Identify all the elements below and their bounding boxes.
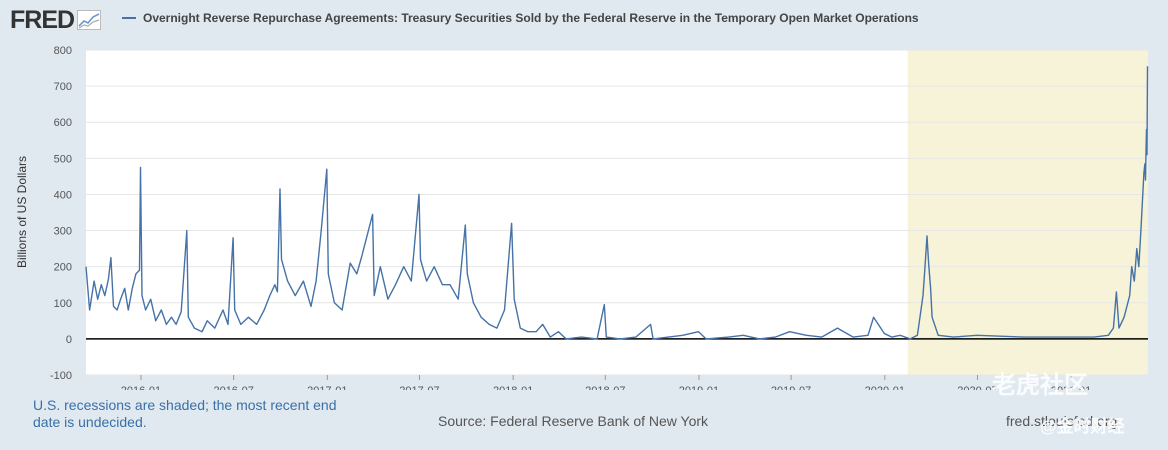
y-tick-label: 700 (54, 81, 72, 93)
grid-lines (86, 49, 1148, 376)
x-tick-label: 2021-01 (1051, 385, 1091, 390)
x-tick-label: 2017-01 (307, 385, 347, 390)
legend: Overnight Reverse Repurchase Agreements:… (122, 11, 919, 25)
x-axis: 2016-01 2016-07 2017-01 2017-07 2018-01 2018-… (121, 375, 1091, 390)
legend-swatch (122, 17, 136, 19)
watermark-handle: @金时财经 (1040, 417, 1125, 436)
site-link[interactable]: fred.stlouisfed.org (1006, 413, 1118, 429)
series-line[interactable] (85, 66, 1149, 340)
x-tick-label: 2017-07 (399, 385, 439, 390)
y-tick-label: 200 (54, 262, 72, 274)
x-tick-label: 2016-01 (121, 385, 161, 390)
y-tick-label: 0 (66, 334, 72, 346)
y-tick-label: 100 (54, 298, 72, 310)
x-tick-label: 2020-07 (957, 385, 997, 390)
x-tick-label: 2019-01 (679, 385, 719, 390)
x-tick-label: 2018-07 (585, 385, 625, 390)
watermark-logo-text: 老虎社区 (992, 372, 1088, 399)
recession-note: U.S. recessions are shaded; the most rec… (33, 397, 337, 430)
fred-logo[interactable]: FRED (10, 6, 102, 34)
y-tick-label: 800 (54, 45, 72, 57)
fred-logo-text: FRED (10, 6, 75, 34)
y-tick-label: 400 (54, 189, 72, 201)
y-tick-label: -100 (50, 370, 72, 382)
x-tick-label: 2019-07 (771, 385, 811, 390)
legend-label: Overnight Reverse Repurchase Agreements:… (143, 11, 919, 25)
y-tick-label: 300 (54, 226, 72, 238)
y-tick-label: 500 (54, 153, 72, 165)
chart-line-icon (77, 10, 102, 30)
recession-shading (907, 50, 1148, 375)
y-axis-title: Billions of US Dollars (15, 156, 29, 268)
x-tick-label: 2018-01 (493, 385, 533, 390)
y-axis: -100 0 100 200 300 400 500 600 700 800 (50, 45, 72, 382)
x-tick-label: 2016-07 (213, 385, 253, 390)
x-tick-label: 2020-01 (865, 385, 905, 390)
source-text: Source: Federal Reserve Bank of New York (438, 413, 709, 429)
y-tick-label: 600 (54, 117, 72, 129)
chart-header: FRED Overnight Reverse Repurchase Agreem… (0, 0, 1168, 40)
